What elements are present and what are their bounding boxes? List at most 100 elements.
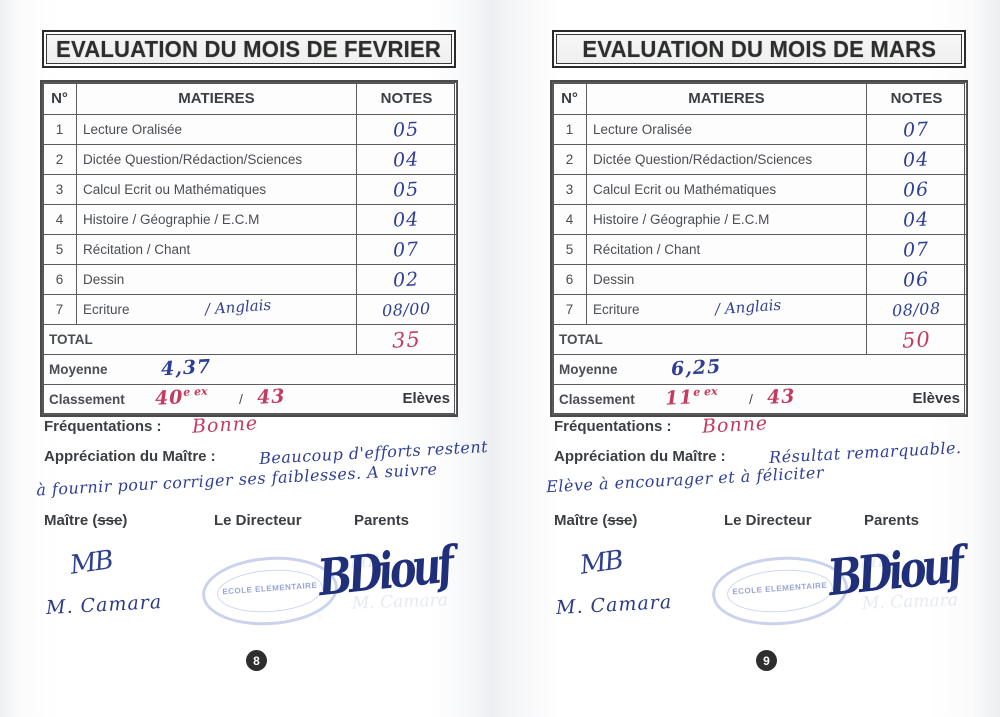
note-value: 04 bbox=[356, 144, 457, 175]
rank-row: Classement 40e ex / 43 Elèves bbox=[42, 384, 457, 415]
rank-suffix: e ex bbox=[692, 384, 718, 399]
row-number: 5 bbox=[42, 234, 77, 265]
signature-label-master: Maître (sse) bbox=[44, 512, 128, 529]
remarks-section-right: Fréquentations : Bonne Appréciation du M… bbox=[546, 412, 974, 510]
average-cell: Moyenne 4,37 bbox=[42, 354, 457, 385]
appreciation-label: Appréciation du Maître : bbox=[554, 448, 726, 465]
table-row: 1 Lecture Oralisée 05 bbox=[42, 114, 457, 145]
subject-name: Histoire / Géographie / E.C.M bbox=[586, 204, 867, 235]
handwritten-rank: 11e ex bbox=[664, 385, 718, 410]
subject-name-ecriture: Ecriture / Anglais bbox=[586, 294, 867, 325]
attendance-row: Fréquentations : Bonne bbox=[554, 412, 974, 448]
handwritten-note: 05 bbox=[392, 117, 421, 142]
note-value: 05 bbox=[356, 114, 457, 145]
header-no: N° bbox=[42, 82, 77, 115]
handwritten-note: 04 bbox=[902, 207, 931, 232]
rank-number: 40 bbox=[154, 386, 185, 410]
signature-label-parents: Parents bbox=[354, 512, 410, 529]
pupils-label: Elèves bbox=[402, 390, 450, 407]
master-sse-strikethrough: sse bbox=[607, 512, 633, 529]
signature-header-row-left: Maître (sse) Le Directeur Parents bbox=[44, 512, 464, 529]
rank-cell: Classement 40e ex / 43 Elèves bbox=[42, 384, 457, 415]
director-signature-right: BDiouf bbox=[825, 535, 964, 608]
master-signature-right: MB bbox=[578, 545, 624, 581]
subject-name: Lecture Oralisée bbox=[586, 114, 867, 145]
table-row: 5 Récitation / Chant 07 bbox=[42, 234, 457, 265]
handwritten-total: 50 bbox=[901, 326, 932, 353]
total-row: TOTAL 50 bbox=[552, 324, 967, 355]
subject-label: Ecriture bbox=[593, 302, 640, 317]
signature-label-master: Maître (sse) bbox=[554, 512, 638, 529]
table-header-row: N° MATIERES NOTES bbox=[552, 82, 967, 115]
subject-name: Histoire / Géographie / E.C.M bbox=[76, 204, 357, 235]
row-number: 7 bbox=[42, 294, 77, 325]
note-value: 06 bbox=[866, 174, 967, 205]
handwritten-average: 4,37 bbox=[160, 355, 212, 381]
subject-name: Dessin bbox=[586, 264, 867, 295]
note-value: 06 bbox=[866, 264, 967, 295]
table-row: 3 Calcul Ecrit ou Mathématiques 06 bbox=[552, 174, 967, 205]
handwritten-note: 07 bbox=[392, 237, 421, 262]
handwritten-anglais-annotation: / Anglais bbox=[714, 295, 782, 319]
handwritten-anglais-annotation: / Anglais bbox=[204, 295, 272, 319]
note-value: 07 bbox=[866, 234, 967, 265]
appreciation-row: Appréciation du Maître : Beaucoup d'effo… bbox=[44, 437, 489, 476]
table-row: 2 Dictée Question/Rédaction/Sciences 04 bbox=[552, 144, 967, 175]
appreciation-label: Appréciation du Maître : bbox=[44, 448, 216, 465]
table-row: 3 Calcul Ecrit ou Mathématiques 05 bbox=[42, 174, 457, 205]
subject-name-ecriture: Ecriture / Anglais bbox=[76, 294, 357, 325]
rank-cell: Classement 11e ex / 43 Elèves bbox=[552, 384, 967, 415]
handwritten-rank: 40e ex bbox=[154, 385, 208, 410]
handwritten-note: 04 bbox=[392, 207, 421, 232]
row-number: 2 bbox=[42, 144, 77, 175]
page-title-banner-right: EVALUATION DU MOIS DE MARS bbox=[552, 30, 966, 68]
signature-label-director: Le Directeur bbox=[214, 512, 302, 529]
row-number: 3 bbox=[552, 174, 587, 205]
table-row: 1 Lecture Oralisée 07 bbox=[552, 114, 967, 145]
report-page-february: EVALUATION DU MOIS DE FEVRIER N° MATIERE… bbox=[0, 0, 490, 717]
table-header-row: N° MATIERES NOTES bbox=[42, 82, 457, 115]
attendance-row: Fréquentations : Bonne bbox=[44, 412, 464, 448]
signature-label-director: Le Directeur bbox=[724, 512, 812, 529]
row-number: 4 bbox=[552, 204, 587, 235]
total-value: 35 bbox=[356, 324, 457, 355]
appreciation-row: Appréciation du Maître : Résultat remarq… bbox=[554, 438, 974, 476]
total-label: TOTAL bbox=[552, 324, 867, 355]
subject-name: Récitation / Chant bbox=[76, 234, 357, 265]
page-number-left: 8 bbox=[246, 650, 267, 671]
header-no: N° bbox=[552, 82, 587, 115]
average-row: Moyenne 4,37 bbox=[42, 354, 457, 385]
subject-name: Dictée Question/Rédaction/Sciences bbox=[586, 144, 867, 175]
attendance-label: Fréquentations : bbox=[44, 418, 162, 435]
subject-name: Dessin bbox=[76, 264, 357, 295]
grades-table-right: N° MATIERES NOTES 1 Lecture Oralisée 07 … bbox=[550, 80, 968, 417]
handwritten-note: 04 bbox=[902, 147, 931, 172]
page-number-right: 9 bbox=[756, 650, 777, 671]
handwritten-pupils-count: 43 bbox=[256, 385, 287, 409]
handwritten-pupils-count: 43 bbox=[766, 385, 797, 409]
row-number: 3 bbox=[42, 174, 77, 205]
table-row: 6 Dessin 06 bbox=[552, 264, 967, 295]
handwritten-note: 06 bbox=[902, 177, 931, 202]
master-name-right: M. Camara bbox=[555, 590, 673, 620]
average-cell: Moyenne 6,25 bbox=[552, 354, 967, 385]
page-title-left: EVALUATION DU MOIS DE FEVRIER bbox=[56, 35, 442, 62]
total-label: TOTAL bbox=[42, 324, 357, 355]
row-number: 7 bbox=[552, 294, 587, 325]
table-row: 6 Dessin 02 bbox=[42, 264, 457, 295]
attendance-label: Fréquentations : bbox=[554, 418, 672, 435]
page-title-banner-left: EVALUATION DU MOIS DE FEVRIER bbox=[42, 30, 456, 68]
average-label: Moyenne bbox=[49, 362, 108, 377]
appreciation-line2-row: Elève à encourager et à féliciter bbox=[546, 463, 974, 510]
signature-header-row-right: Maître (sse) Le Directeur Parents bbox=[554, 512, 974, 529]
director-signature-left: BDiouf bbox=[315, 535, 454, 608]
rank-separator: / bbox=[239, 391, 243, 407]
row-number: 6 bbox=[552, 264, 587, 295]
handwritten-attendance: Bonne bbox=[701, 412, 769, 438]
header-subject: MATIERES bbox=[76, 82, 357, 115]
row-number: 1 bbox=[552, 114, 587, 145]
note-value: 02 bbox=[356, 264, 457, 295]
handwritten-note: 06 bbox=[902, 267, 931, 292]
header-subject: MATIERES bbox=[586, 82, 867, 115]
note-value: 04 bbox=[866, 144, 967, 175]
